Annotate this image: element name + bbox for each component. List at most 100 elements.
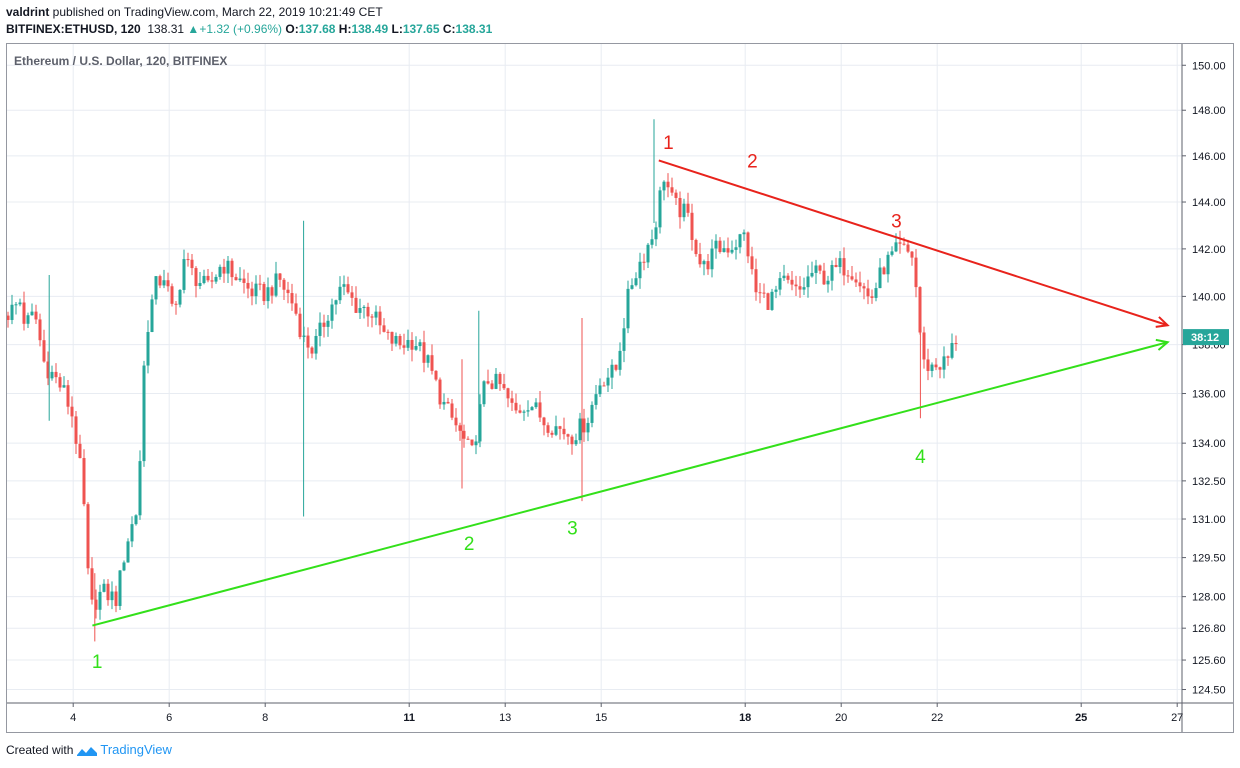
candle-body xyxy=(274,273,278,296)
candle-body xyxy=(766,293,770,310)
trendlines[interactable] xyxy=(92,159,1170,627)
candle-body xyxy=(798,286,802,290)
candle-body xyxy=(718,240,722,252)
x-tick-label: 18 xyxy=(739,712,751,724)
candle-body xyxy=(882,267,886,275)
candle-body xyxy=(738,234,742,248)
candle-body xyxy=(98,591,102,610)
up-arrow-icon: ▲ xyxy=(187,22,200,36)
candle-body xyxy=(62,385,66,388)
candle-body xyxy=(910,251,914,258)
publish-text: published on TradingView.com, March 22, … xyxy=(49,5,383,19)
chart-title: Ethereum / U.S. Dollar, 120, BITFINEX xyxy=(14,54,227,68)
candle-body xyxy=(858,282,862,287)
candle-body xyxy=(634,278,638,286)
candle-body xyxy=(866,288,870,297)
y-tick-label: 140.00 xyxy=(1192,291,1226,303)
author-name[interactable]: valdrint xyxy=(6,5,50,19)
wave-label: 1 xyxy=(663,133,674,154)
candle-body xyxy=(538,402,542,418)
candle-body xyxy=(386,331,390,333)
x-tick-label: 8 xyxy=(262,712,268,724)
candle-body xyxy=(394,335,398,344)
candle-body xyxy=(390,331,394,344)
candle-body xyxy=(126,541,130,563)
candle-body xyxy=(830,265,834,281)
candle-body xyxy=(558,426,562,429)
candle-body xyxy=(518,410,522,413)
candle-body xyxy=(50,371,54,379)
candle-body xyxy=(74,416,78,444)
candle-body xyxy=(94,599,98,610)
candle-body xyxy=(174,303,178,305)
y-tick-label: 134.00 xyxy=(1192,438,1226,450)
candle-body xyxy=(658,190,662,228)
candle-body xyxy=(310,347,314,354)
candle-body xyxy=(70,406,74,417)
close-value: 138.31 xyxy=(455,22,493,36)
candle-body xyxy=(702,261,706,265)
candle-body xyxy=(54,371,58,378)
candle-body xyxy=(162,280,166,286)
candle-body xyxy=(522,411,526,413)
candle-body xyxy=(246,282,250,289)
quote-line: BITFINEX:ETHUSD, 120 138.31 ▲+1.32 (+0.9… xyxy=(6,22,492,36)
candle-body xyxy=(438,379,442,405)
open-label: O: xyxy=(285,22,299,36)
candle-body xyxy=(622,328,626,351)
candle-body xyxy=(502,384,506,389)
wave-label: 2 xyxy=(464,534,475,555)
candle-body xyxy=(754,269,758,293)
candle-body xyxy=(22,302,26,324)
candle-body xyxy=(526,410,530,412)
candle-body xyxy=(78,443,82,459)
candle-body xyxy=(446,401,450,404)
candle-body xyxy=(674,192,678,198)
candle-body xyxy=(626,288,630,329)
candle-body xyxy=(782,275,786,279)
candles xyxy=(6,119,958,642)
tradingview-brand[interactable]: TradingView xyxy=(100,742,172,757)
wave-annotations: 1 2 3 1 2 3 4 xyxy=(92,133,926,673)
candle-body xyxy=(714,240,718,249)
candle-body xyxy=(494,373,498,389)
candle-body xyxy=(406,339,410,348)
low-label: L: xyxy=(391,22,403,36)
price-change: +1.32 (+0.96%) xyxy=(199,22,283,36)
symbol-label: BITFINEX:ETHUSD, 120 xyxy=(6,22,141,36)
x-tick-label: 13 xyxy=(499,712,511,724)
candle-body xyxy=(130,524,134,542)
candle-body xyxy=(206,275,210,281)
x-tick-label: 20 xyxy=(835,712,847,724)
candle-body xyxy=(586,422,590,433)
price-badge-label: 38:12 xyxy=(1191,332,1219,344)
candle-body xyxy=(514,402,518,411)
candle-body xyxy=(850,276,854,280)
candle-body xyxy=(546,425,550,433)
candle-body xyxy=(490,383,494,389)
candle-body xyxy=(230,260,234,278)
candle-body xyxy=(434,370,438,380)
high-value: 138.49 xyxy=(351,22,389,36)
candle-body xyxy=(646,244,650,263)
candle-body xyxy=(478,404,482,442)
candle-body xyxy=(770,291,774,310)
candle-body xyxy=(106,583,110,601)
candle-body xyxy=(266,287,270,302)
wave-label: 2 xyxy=(747,151,758,172)
candle-body xyxy=(114,591,118,606)
candle-body xyxy=(226,260,230,274)
candle-body xyxy=(142,365,146,462)
candle-body xyxy=(606,377,610,386)
candle-body xyxy=(294,303,298,314)
candle-body xyxy=(358,308,362,313)
y-tick-label: 125.60 xyxy=(1192,655,1226,667)
candle-body xyxy=(286,289,290,294)
candle-body xyxy=(318,322,322,336)
candle-body xyxy=(694,239,698,255)
candle-body xyxy=(330,304,334,321)
candle-body xyxy=(590,404,594,423)
candle-body xyxy=(954,343,958,345)
